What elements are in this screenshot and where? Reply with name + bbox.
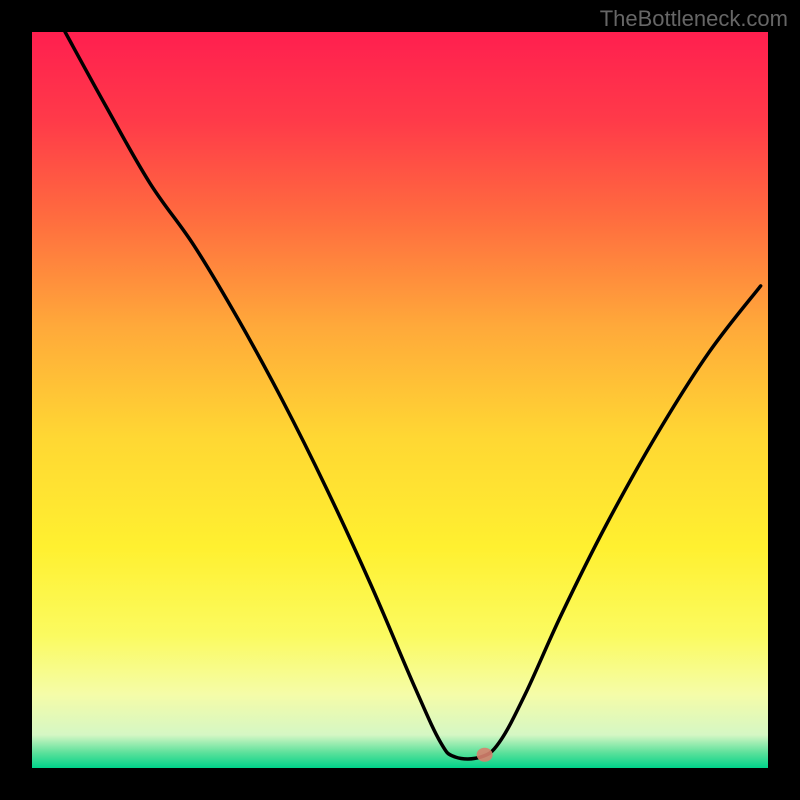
chart-plot-area [32, 32, 768, 768]
bottleneck-chart [0, 0, 800, 800]
watermark-text: TheBottleneck.com [600, 6, 788, 32]
optimum-marker [477, 748, 493, 762]
chart-container: TheBottleneck.com [0, 0, 800, 800]
